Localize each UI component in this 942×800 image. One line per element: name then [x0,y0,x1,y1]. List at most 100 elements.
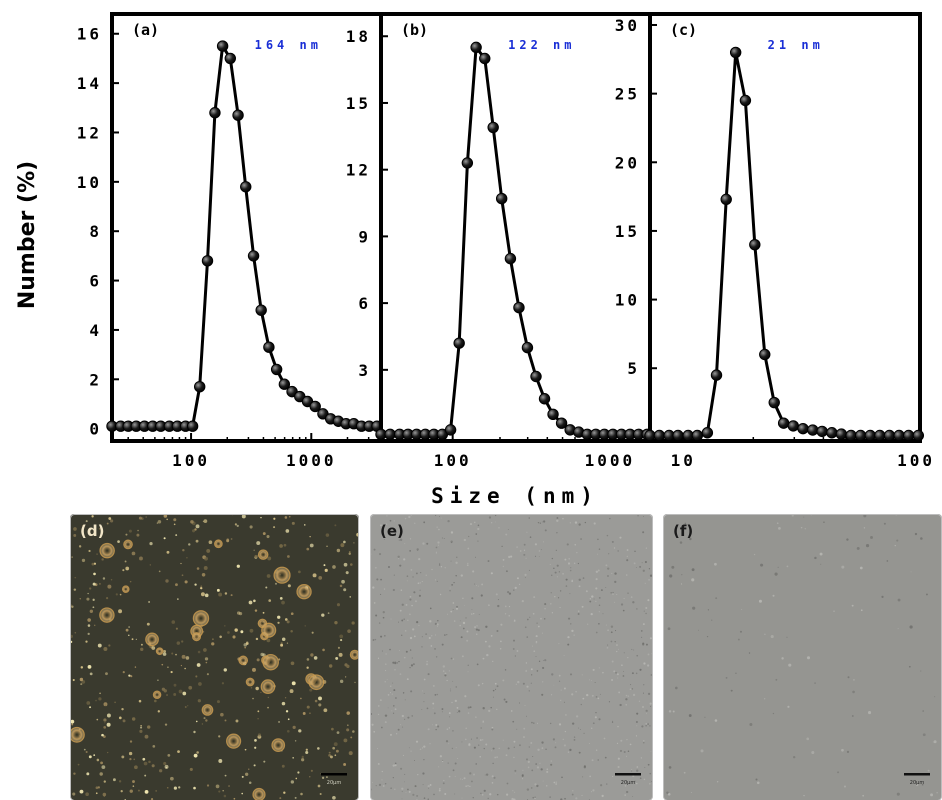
data-point [240,181,252,193]
y-tick-label: 3 [358,361,371,380]
x-tick-label: 100 [172,451,210,470]
plot-frame-b [379,12,652,443]
data-point [644,429,656,442]
scale-bar [321,773,347,776]
data-point [530,370,542,383]
image-border [70,514,359,800]
scale-bar-label: 20µm [910,780,925,786]
data-point [495,192,508,205]
data-point [194,380,206,393]
data-point [453,337,465,349]
data-point [521,341,534,354]
y-tick-label: 16 [77,25,102,44]
panel-label-c: (c) [670,21,697,39]
data-point [902,429,915,442]
data-point [547,408,559,421]
y-tick-label: 25 [615,85,640,104]
x-tick-label: 1000 [585,451,636,470]
y-tick-label: 4 [89,321,102,340]
panel-a: 0 2 4 6 8 10 12 14 16 100 1000 (a) 164 nm [77,12,383,470]
y-tick-label: 2 [89,370,102,389]
data-point [777,417,790,429]
y-tick-label: 12 [77,123,102,142]
x-axis-label: Size (nm) [431,484,599,508]
y-tick-label: 5 [627,359,640,378]
x-tick-label: 100 [897,451,935,470]
data-point [479,52,491,65]
data-point [720,193,732,206]
panel-label-b: (b) [401,21,428,39]
data-point [864,429,876,442]
data-point [826,427,838,439]
data-point [513,301,525,314]
data-point [672,429,684,442]
image-border [370,514,653,800]
image-panel-label: (d) [80,522,104,540]
data-point [278,378,291,390]
y-tick-label: 10 [615,291,640,310]
plot-frame-c [648,12,922,443]
micrograph-f: (f) 20µm [663,514,942,800]
data-point [653,429,666,442]
data-point [216,40,229,52]
data-point [797,422,809,435]
y-tick-label: 15 [346,94,371,113]
series-line-a [112,44,377,428]
y-tick-label: 9 [358,227,371,246]
micrograph-texture [70,514,359,800]
data-point [874,429,886,442]
data-point [854,429,867,442]
data-point [487,121,499,134]
y-tick-label: 18 [346,27,371,46]
data-point [255,304,267,316]
data-point [247,250,260,262]
image-panel-label: (f) [673,522,693,540]
data-point [444,424,457,436]
micrograph-texture [663,514,942,800]
panel-c: 5 10 15 20 25 30 10 100 (c) 21 nm [615,12,935,470]
data-point [270,363,283,376]
scale-bar-label: 20µm [621,780,636,786]
y-tick-label: 12 [346,161,371,180]
data-point [845,429,857,442]
y-tick-label: 6 [358,294,371,313]
y-tick-label: 0 [89,420,102,439]
y-tick-label: 10 [77,173,102,192]
data-point [816,425,828,438]
y-tick-label: 8 [89,222,102,241]
y-axis-label: Number (%) [15,161,40,309]
data-point [555,417,568,429]
scale-bar [904,773,930,776]
data-point [701,427,714,439]
micrograph-texture [370,514,653,800]
micrograph-e: (e) 20µm [370,514,653,800]
data-point [384,428,396,441]
scale-bar [615,773,641,776]
y-tick-label: 20 [615,153,640,172]
peak-size-annotation: 122 nm [508,38,575,52]
data-point [787,420,799,432]
y-tick-label: 15 [615,222,640,241]
series-line-b [381,45,648,436]
peak-size-annotation: 21 nm [768,38,824,52]
data-point [912,429,925,442]
data-point [749,238,761,251]
data-point [504,252,517,265]
data-point [470,41,482,54]
y-tick-label: 6 [89,272,102,291]
data-point [893,429,905,442]
data-point [232,109,244,121]
data-point [835,428,848,440]
x-tick-label: 1000 [286,451,337,470]
data-point [209,107,221,119]
x-tick-label: 100 [434,451,472,470]
panel-b: 3 6 9 12 15 18 100 1000 (b) 122 nm [346,12,653,470]
y-tick-label: 14 [77,74,102,93]
data-point [759,348,771,361]
series-line-c [650,50,919,437]
y-tick-label: 30 [615,16,640,35]
data-point [691,429,704,442]
data-point [729,46,742,59]
scale-bar-label: 20µm [327,780,342,786]
